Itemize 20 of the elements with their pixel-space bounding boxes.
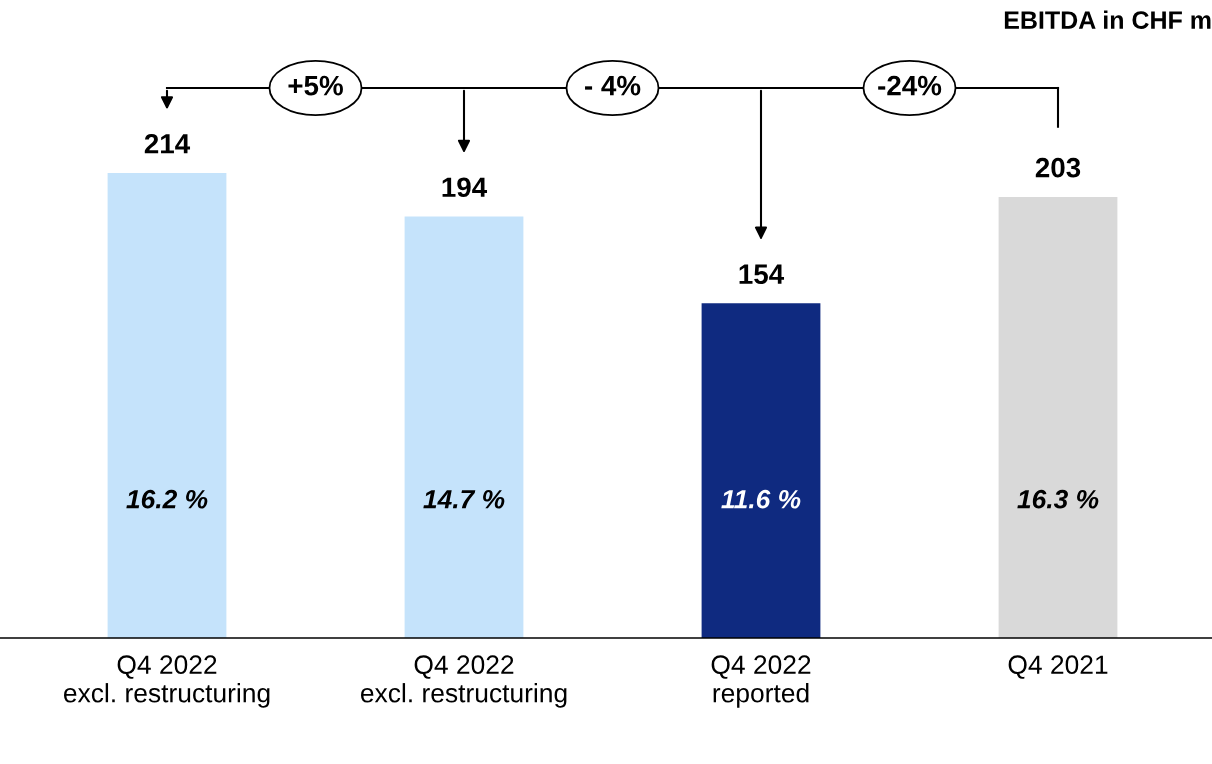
data-label: 154 bbox=[739, 264, 785, 284]
chart-title: EBITDA in CHF m bbox=[1004, 10, 1211, 29]
x-tick-label: Q4 2021 bbox=[1008, 655, 1108, 679]
annotation: 16.2 % bbox=[126, 489, 208, 509]
data-label: 214 bbox=[144, 133, 191, 154]
x-tick-label: Q4 2022 excl. restructuring bbox=[64, 655, 270, 708]
bar bbox=[107, 173, 227, 638]
bar bbox=[701, 303, 821, 638]
annotation: 11.6 % bbox=[721, 489, 801, 509]
annotation: 16.3 % bbox=[1017, 489, 1099, 509]
data-label: 203 bbox=[1035, 157, 1081, 178]
bar bbox=[998, 196, 1118, 638]
text: +5% bbox=[288, 75, 343, 96]
bar bbox=[404, 216, 524, 638]
annotation: 14.7 % bbox=[423, 489, 505, 509]
x-tick-label: Q4 2022 excl. restructuring bbox=[361, 655, 567, 708]
data-label: 194 bbox=[442, 177, 488, 198]
x-tick-label: Q4 2022 reported bbox=[711, 655, 811, 708]
text: -24% bbox=[878, 75, 942, 96]
text: - 4% bbox=[585, 75, 641, 96]
